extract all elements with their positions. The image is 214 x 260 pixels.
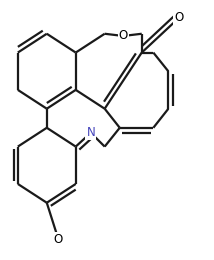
Text: O: O bbox=[119, 29, 128, 42]
Text: N: N bbox=[86, 126, 95, 139]
Text: O: O bbox=[54, 233, 63, 246]
Text: O: O bbox=[174, 11, 183, 24]
